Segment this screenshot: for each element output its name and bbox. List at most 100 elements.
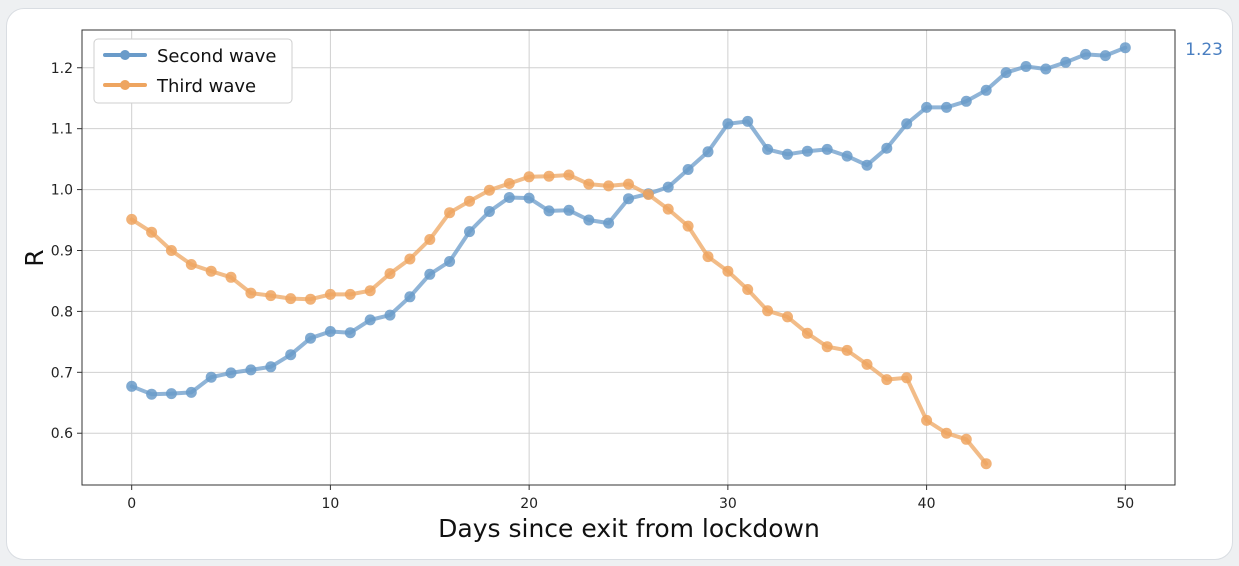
third-wave-point bbox=[285, 293, 297, 305]
second-wave-point bbox=[523, 192, 535, 204]
grid-lines bbox=[82, 30, 1175, 485]
x-axis-label: Days since exit from lockdown bbox=[438, 514, 820, 543]
third-wave-point bbox=[762, 305, 774, 317]
x-tick-label: 20 bbox=[520, 496, 538, 512]
second-wave-point bbox=[146, 388, 158, 400]
second-wave-point bbox=[1020, 61, 1032, 72]
second-wave-point bbox=[324, 326, 336, 337]
second-wave-point bbox=[305, 332, 316, 344]
second-wave-point bbox=[960, 95, 972, 107]
third-wave-point bbox=[642, 189, 654, 200]
third-wave-point bbox=[960, 433, 972, 445]
third-wave-point bbox=[543, 170, 555, 182]
second-wave-point bbox=[1040, 63, 1052, 75]
second-wave-point bbox=[722, 118, 734, 130]
second-wave-point bbox=[1000, 67, 1012, 79]
third-wave-point bbox=[424, 234, 436, 245]
third-wave-point bbox=[126, 213, 138, 225]
second-wave-point bbox=[861, 159, 873, 171]
plot-frame bbox=[81, 29, 1176, 486]
second-wave-point bbox=[364, 314, 376, 326]
third-wave-point bbox=[702, 251, 714, 263]
legend-label-second-wave: Second wave bbox=[157, 46, 276, 67]
legend-label-third-wave: Third wave bbox=[156, 76, 256, 97]
second-wave-point bbox=[225, 367, 237, 379]
line-chart: 0 10 20 30 40 50 0.6 0.7 0.8 0.9 1.0 1.1 1.2 Days s… bbox=[20, 29, 1223, 543]
x-axis-ticks: 0 10 20 30 40 50 bbox=[127, 485, 1134, 512]
third-wave-point bbox=[623, 178, 634, 190]
chart-card: 0 10 20 30 40 50 0.6 0.7 0.8 0.9 1.0 1.1 1.2 Days s… bbox=[6, 8, 1233, 560]
third-wave-point bbox=[444, 207, 456, 219]
x-tick-label: 40 bbox=[918, 496, 936, 512]
second-wave-point bbox=[563, 204, 575, 216]
third-wave-point bbox=[324, 288, 336, 300]
third-wave-point bbox=[901, 372, 913, 384]
second-wave-point bbox=[782, 148, 793, 160]
legend: Second wave Third wave bbox=[93, 38, 293, 104]
second-wave-point bbox=[881, 142, 893, 154]
second-wave-point bbox=[543, 205, 555, 217]
third-wave-point bbox=[503, 178, 515, 189]
second-wave-point bbox=[126, 380, 138, 392]
third-wave-point bbox=[682, 220, 694, 232]
x-tick-label: 10 bbox=[321, 496, 339, 512]
second-wave-point bbox=[821, 143, 833, 155]
third-wave-point bbox=[603, 180, 615, 192]
third-wave-point bbox=[980, 458, 992, 470]
third-wave-point bbox=[921, 414, 933, 426]
third-wave-point bbox=[563, 169, 575, 181]
second-wave-point bbox=[404, 291, 416, 303]
third-wave-point bbox=[384, 268, 396, 280]
y-axis-ticks: 0.6 0.7 0.8 0.9 1.0 1.1 1.2 bbox=[51, 61, 82, 442]
second-wave-point bbox=[205, 371, 217, 383]
y-axis-label: R bbox=[20, 249, 49, 266]
x-tick-label: 30 bbox=[719, 496, 737, 512]
second-wave-point bbox=[245, 364, 257, 376]
second-wave-point bbox=[1119, 42, 1131, 54]
series-lines bbox=[126, 42, 1131, 470]
third-wave-point bbox=[225, 271, 237, 283]
x-tick-label: 0 bbox=[127, 496, 136, 512]
third-wave-point bbox=[941, 427, 952, 439]
second-wave-point bbox=[603, 217, 615, 229]
third-wave-point bbox=[742, 284, 754, 295]
third-wave-point bbox=[344, 288, 356, 300]
third-wave-point bbox=[523, 171, 535, 183]
second-wave-point bbox=[1099, 50, 1111, 62]
third-wave-point bbox=[464, 195, 475, 207]
y-tick-label: 1.2 bbox=[51, 61, 73, 77]
second-wave-point bbox=[623, 193, 634, 205]
third-wave-point bbox=[305, 293, 316, 305]
third-wave-point bbox=[265, 290, 277, 302]
second-wave-point bbox=[165, 388, 177, 400]
legend-marker-third-wave bbox=[120, 80, 130, 90]
third-wave-point bbox=[364, 285, 376, 297]
second-wave-point bbox=[921, 101, 933, 113]
legend-marker-second-wave bbox=[120, 50, 130, 60]
second-wave-point bbox=[941, 101, 952, 113]
third-wave-point bbox=[165, 245, 177, 256]
second-wave-point bbox=[583, 214, 595, 226]
y-tick-label: 0.6 bbox=[51, 426, 73, 442]
y-tick-label: 0.7 bbox=[51, 365, 73, 381]
second-wave-point bbox=[901, 118, 913, 130]
second-wave-point bbox=[841, 150, 853, 162]
third-wave-point bbox=[821, 341, 833, 353]
second-wave-point bbox=[702, 146, 714, 158]
third-wave-point bbox=[404, 253, 416, 265]
x-tick-label: 50 bbox=[1116, 496, 1134, 512]
third-wave-point bbox=[146, 226, 158, 238]
y-tick-label: 0.8 bbox=[51, 304, 73, 320]
third-wave-point bbox=[245, 287, 257, 299]
second-wave-point bbox=[464, 226, 475, 238]
second-wave-point bbox=[483, 206, 495, 217]
series-third-wave bbox=[126, 169, 992, 470]
second-wave-point bbox=[344, 327, 356, 339]
third-wave-point bbox=[861, 358, 873, 370]
second-wave-point bbox=[1060, 56, 1072, 68]
third-wave-point bbox=[583, 178, 595, 190]
third-wave-point bbox=[662, 203, 674, 215]
second-wave-point bbox=[384, 309, 396, 321]
third-wave-point bbox=[841, 344, 853, 356]
latest-value-annotation: 1.23 bbox=[1185, 40, 1223, 60]
